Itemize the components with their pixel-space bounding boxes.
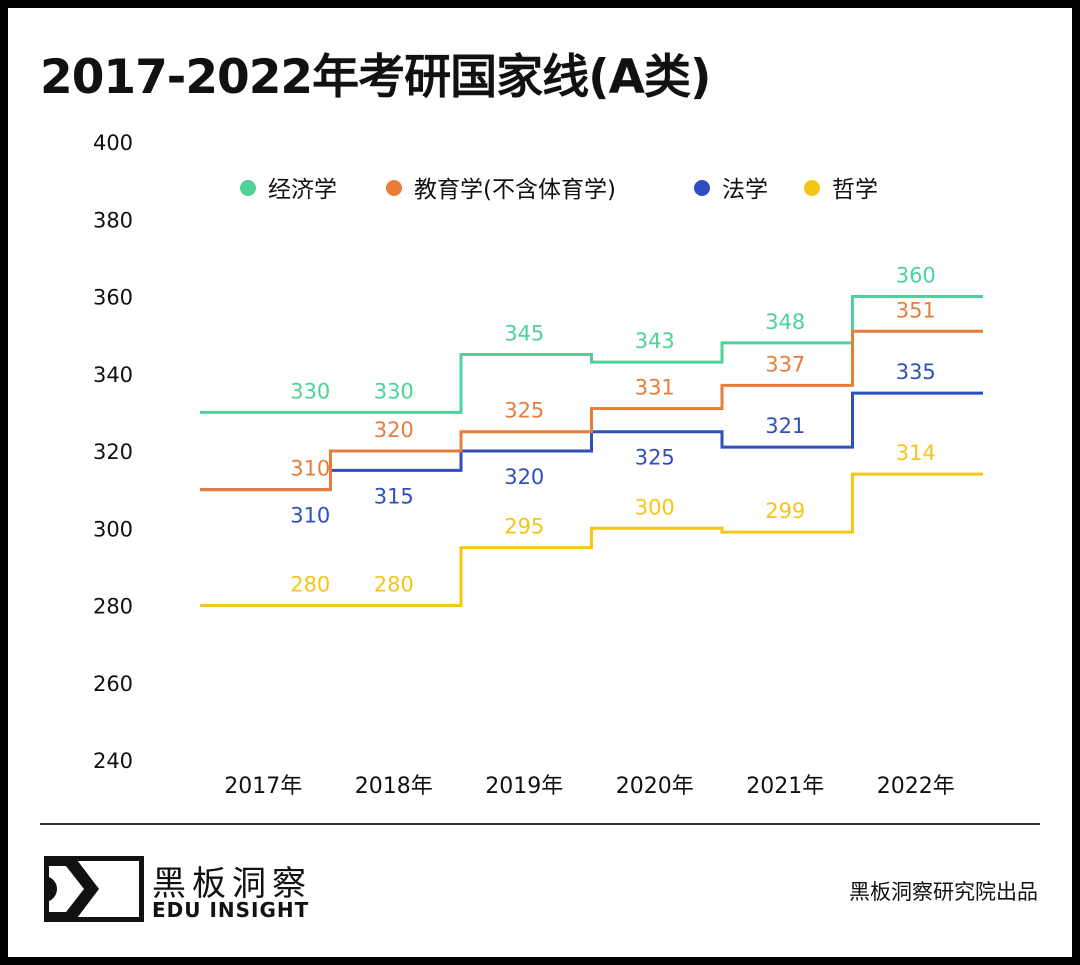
brand-name-en: EDU INSIGHT [152, 898, 310, 922]
data-label: 343 [635, 329, 675, 353]
data-label: 337 [765, 352, 805, 376]
data-label: 331 [635, 376, 675, 400]
x-tick-label: 2018年 [355, 774, 433, 799]
series-line [200, 329, 983, 492]
x-tick-label: 2022年 [877, 774, 955, 799]
legend-marker [240, 180, 256, 196]
data-label: 310 [290, 504, 330, 528]
x-tick-label: 2017年 [224, 774, 302, 799]
legend-label: 经济学 [268, 177, 337, 203]
brand-name-cn: 黑板洞察 [152, 864, 312, 904]
data-label: 321 [765, 414, 805, 438]
legend-label: 法学 [722, 177, 768, 203]
source-credit: 黑板洞察研究院出品 [849, 880, 1038, 904]
y-tick-label: 340 [93, 363, 133, 387]
data-label: 335 [896, 360, 936, 384]
data-label: 320 [504, 465, 544, 489]
series-line [200, 472, 983, 607]
data-label: 345 [504, 321, 544, 345]
y-tick-label: 400 [93, 131, 133, 155]
chart-title: 2017-2022年考研国家线(A类) [40, 50, 711, 105]
data-label: 351 [896, 298, 936, 322]
chart-card [8, 8, 1072, 957]
data-label: 325 [504, 399, 544, 423]
legend-label: 教育学(不含体育学) [414, 177, 616, 203]
legend-marker [804, 180, 820, 196]
legend-label: 哲学 [832, 177, 878, 203]
legend-marker [386, 180, 402, 196]
y-tick-label: 380 [93, 208, 133, 232]
data-label: 360 [896, 264, 936, 288]
data-label: 348 [765, 310, 805, 334]
data-label: 310 [290, 457, 330, 481]
data-label: 300 [635, 495, 675, 519]
edu-insight-logo-icon [44, 856, 144, 922]
x-tick-label: 2020年 [616, 774, 694, 799]
data-label: 280 [374, 573, 414, 597]
y-tick-label: 240 [93, 749, 133, 773]
data-label: 325 [635, 446, 675, 470]
legend-marker [694, 180, 710, 196]
x-tick-label: 2021年 [746, 774, 824, 799]
data-label: 299 [765, 499, 805, 523]
data-label: 314 [896, 441, 936, 465]
y-tick-label: 300 [93, 517, 133, 541]
y-tick-label: 320 [93, 440, 133, 464]
data-label: 320 [374, 418, 414, 442]
data-label: 295 [504, 515, 544, 539]
data-label: 330 [290, 379, 330, 403]
data-label: 330 [374, 379, 414, 403]
data-label: 280 [290, 573, 330, 597]
data-label: 315 [374, 484, 414, 508]
y-tick-label: 280 [93, 595, 133, 619]
y-tick-label: 260 [93, 672, 133, 696]
y-tick-label: 360 [93, 286, 133, 310]
x-tick-label: 2019年 [485, 774, 563, 799]
divider [40, 823, 1040, 825]
series-line [200, 295, 983, 414]
